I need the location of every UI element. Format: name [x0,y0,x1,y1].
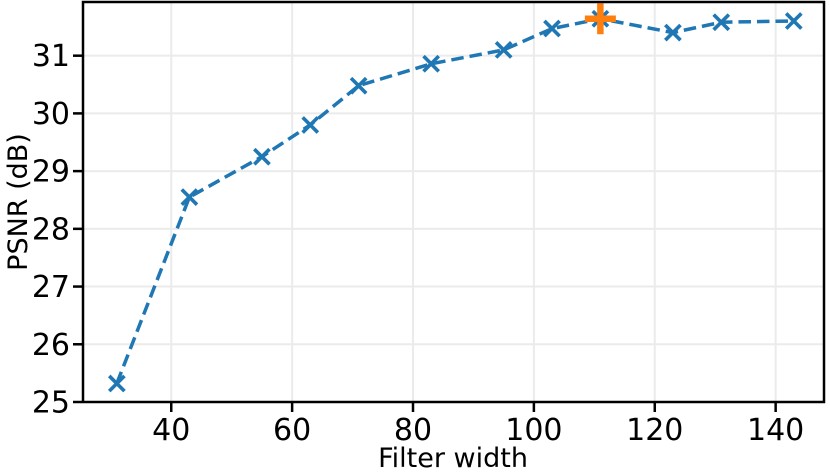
y-tick-label: 30 [32,97,70,132]
y-tick-label: 29 [32,155,70,190]
data-point-marker [349,76,368,95]
data-point-marker [180,188,199,206]
data-point-marker [712,13,731,32]
y-tick-label: 31 [32,39,70,74]
data-point-marker [422,54,441,73]
data-point-marker [664,23,682,42]
x-tick-label: 60 [273,413,311,448]
grid-layer [83,2,824,403]
data-point-marker [253,147,271,166]
y-tick-label: 27 [32,270,70,305]
data-point-marker [784,12,803,30]
data-point-marker [543,19,561,38]
data-series-layer [107,3,803,393]
y-tick-label: 26 [32,328,70,363]
axis-layer [73,0,826,412]
data-point-marker [494,41,513,59]
axes-spines [81,0,826,404]
x-tick-label: 140 [747,413,804,448]
x-tick-label: 40 [152,413,190,448]
highlight-marker [584,3,616,35]
x-axis-label: Filter width [378,443,528,473]
y-tick-label: 25 [32,386,70,421]
x-tick-label: 120 [626,413,683,448]
tick-label-layer: 40 60 80 100 120 140 25 26 27 28 29 30 31 [32,39,804,448]
data-point-marker [301,116,320,134]
data-point-marker [107,374,126,393]
series-line [115,16,794,385]
y-axis-label: PSNR (dB) [3,133,34,271]
x-tick-label: 80 [394,413,432,448]
y-tick-label: 28 [32,212,70,247]
x-tick-label: 100 [505,413,562,448]
